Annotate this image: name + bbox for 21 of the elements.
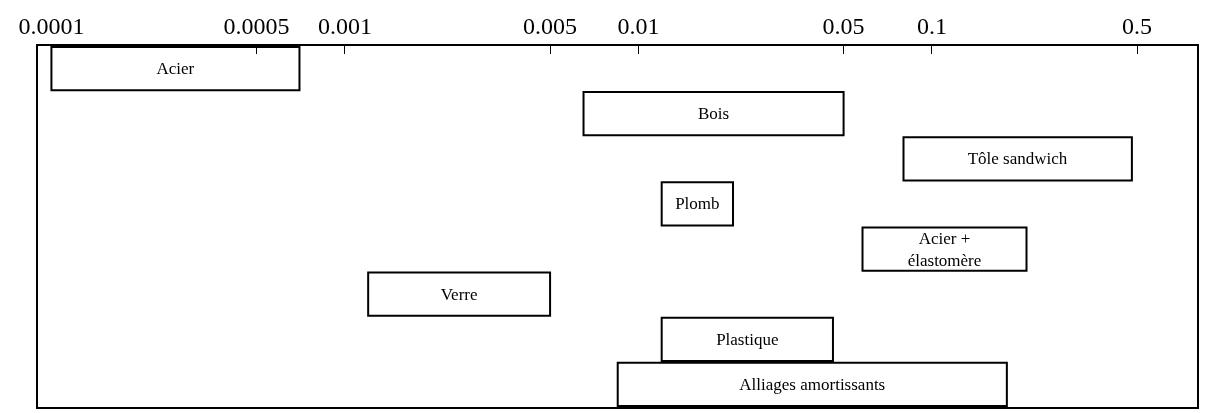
y-tick-label: Bois	[697, 104, 730, 124]
y-tick-label: Acier	[156, 59, 195, 79]
y-tick-label: Plastique	[716, 329, 779, 349]
y-tick-label: Tôle sandwich	[967, 149, 1068, 169]
x-tick-label: 0.05	[822, 13, 865, 40]
x-tick-label: 0.5	[1122, 13, 1153, 40]
y-tick-label: Alliages amortissants	[739, 374, 886, 394]
x-tick-label: 0.001	[317, 13, 372, 40]
y-tick-label: Verre	[440, 284, 478, 304]
bar	[861, 226, 1028, 272]
x-tick-label: 0.0005	[223, 13, 290, 40]
bar	[582, 91, 845, 137]
bar	[902, 136, 1133, 182]
bar	[367, 271, 552, 317]
x-tick-label: 0.1	[916, 13, 947, 40]
x-tick-label: 0.005	[523, 13, 578, 40]
bar	[660, 181, 735, 227]
x-tick-label: 0.01	[617, 13, 660, 40]
y-tick-label: Acier + élastomère	[907, 228, 982, 270]
y-tick-label: Plomb	[675, 194, 720, 214]
x-tick-label: 0.0001	[18, 13, 85, 40]
